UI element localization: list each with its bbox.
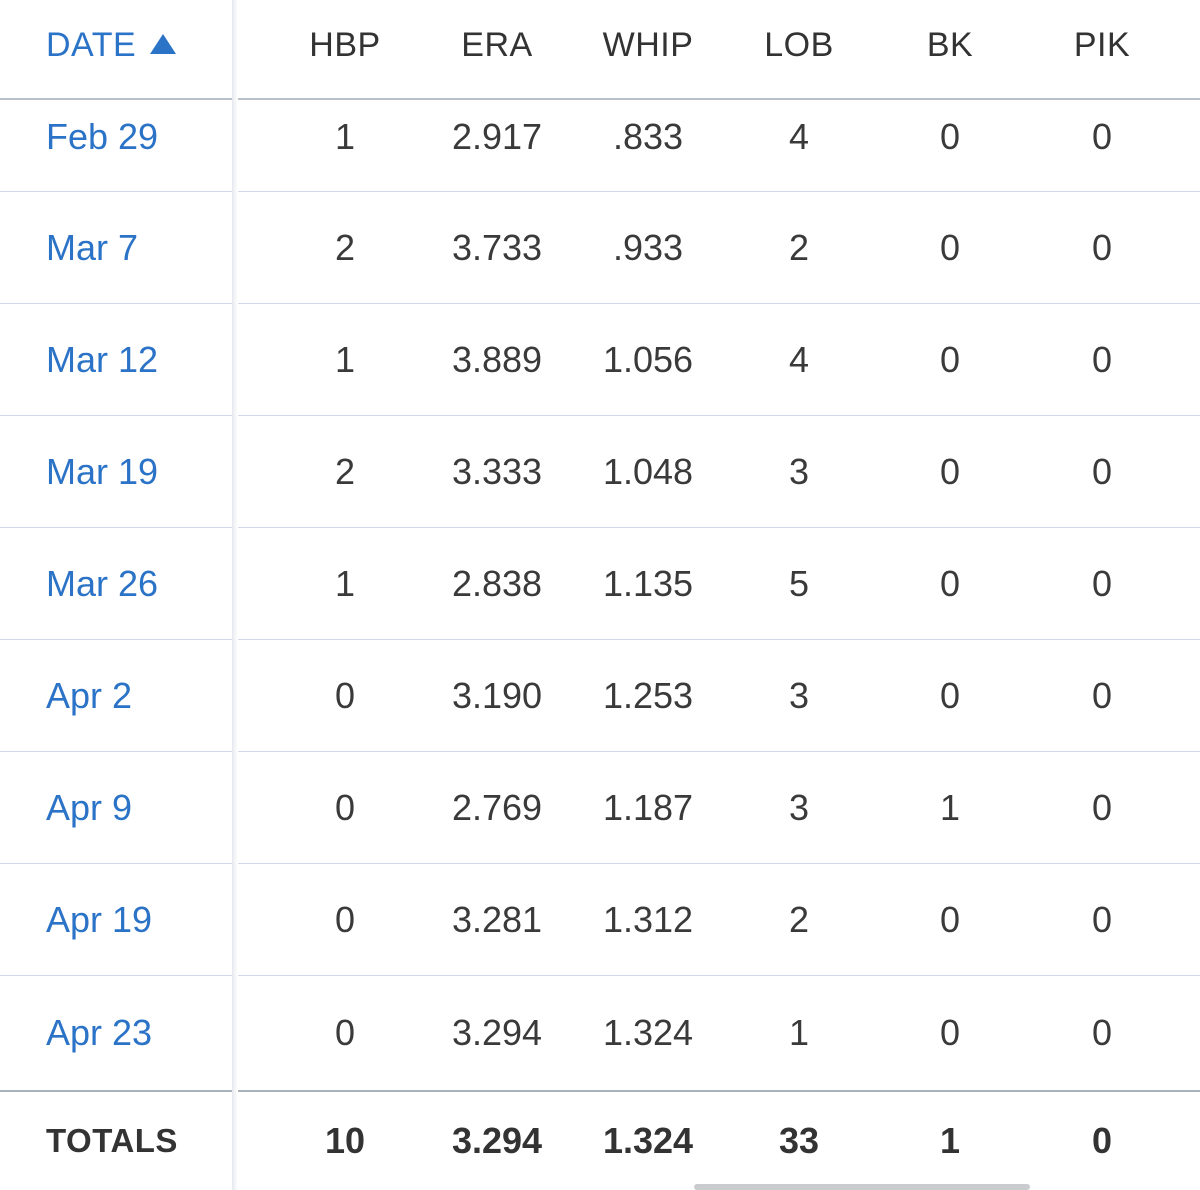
total-pik: 0: [1091, 1120, 1113, 1161]
whip-cell: 1.187: [602, 786, 694, 828]
column-header-date-label: DATE: [46, 26, 137, 64]
date-link[interactable]: Mar 19: [46, 450, 159, 492]
pik-cell: 0: [1091, 116, 1113, 157]
column-header-era[interactable]: ERA: [461, 26, 533, 64]
lob-cell: 1: [788, 1012, 810, 1053]
era-cell: 3.733: [451, 226, 543, 268]
whip-cell: 1.056: [602, 338, 694, 380]
table-row: Mar 19 2 3.333 1.048 3 0 0: [0, 416, 1200, 528]
whip-cell: .933: [612, 226, 684, 268]
bk-cell: 0: [939, 116, 961, 157]
hbp-cell: 1: [334, 116, 356, 157]
column-header-whip[interactable]: WHIP: [602, 26, 694, 64]
date-link[interactable]: Feb 29: [46, 116, 159, 157]
lob-cell: 5: [788, 562, 810, 604]
whip-cell: .833: [612, 116, 684, 157]
pik-cell: 0: [1091, 338, 1113, 380]
table-row: Apr 2 0 3.190 1.253 3 0 0: [0, 640, 1200, 752]
bk-cell: 0: [939, 338, 961, 380]
bk-cell: 0: [939, 450, 961, 492]
whip-cell: 1.253: [602, 674, 694, 716]
lob-cell: 2: [788, 226, 810, 268]
era-cell: 2.769: [451, 786, 543, 828]
table-header: DATE HBP ERA WHIP LOB BK PIK: [0, 0, 1200, 100]
hbp-cell: 0: [334, 898, 356, 940]
lob-cell: 4: [788, 338, 810, 380]
pik-cell: 0: [1091, 786, 1113, 828]
hbp-cell: 2: [334, 226, 356, 268]
total-hbp: 10: [324, 1120, 366, 1161]
pik-cell: 0: [1091, 898, 1113, 940]
sort-ascending-icon: [150, 34, 177, 54]
lob-cell: 2: [788, 898, 810, 940]
total-lob: 33: [778, 1120, 820, 1161]
lob-cell: 4: [788, 116, 810, 157]
hbp-cell: 1: [334, 562, 356, 604]
whip-cell: 1.135: [602, 562, 694, 604]
column-header-lob[interactable]: LOB: [764, 26, 834, 64]
whip-cell: 1.048: [602, 450, 694, 492]
pik-cell: 0: [1091, 674, 1113, 716]
total-whip: 1.324: [602, 1120, 694, 1161]
totals-row: TOTALS 10 3.294 1.324 33 1 0: [0, 1090, 1200, 1190]
total-bk: 1: [939, 1120, 961, 1161]
horizontal-scrollbar[interactable]: [694, 1184, 1030, 1190]
hbp-cell: 0: [334, 674, 356, 716]
date-link[interactable]: Mar 12: [46, 338, 159, 380]
whip-cell: 1.324: [602, 1012, 694, 1053]
hbp-cell: 2: [334, 450, 356, 492]
whip-cell: 1.312: [602, 898, 694, 940]
date-link[interactable]: Apr 9: [46, 786, 133, 828]
table-row: Feb 29 1 2.917 .833 4 0 0: [0, 100, 1200, 192]
hbp-cell: 0: [334, 1012, 356, 1053]
date-link[interactable]: Apr 23: [46, 1012, 153, 1053]
pik-cell: 0: [1091, 226, 1113, 268]
bk-cell: 0: [939, 562, 961, 604]
table-row: Mar 7 2 3.733 .933 2 0 0: [0, 192, 1200, 304]
column-header-hbp[interactable]: HBP: [309, 26, 381, 64]
bk-cell: 0: [939, 898, 961, 940]
era-cell: 2.838: [451, 562, 543, 604]
era-cell: 3.190: [451, 674, 543, 716]
lob-cell: 3: [788, 450, 810, 492]
date-link[interactable]: Apr 2: [46, 674, 133, 716]
era-cell: 3.333: [451, 450, 543, 492]
pik-cell: 0: [1091, 1012, 1113, 1053]
lob-cell: 3: [788, 674, 810, 716]
table-row: Mar 12 1 3.889 1.056 4 0 0: [0, 304, 1200, 416]
table-row: Apr 19 0 3.281 1.312 2 0 0: [0, 864, 1200, 976]
totals-label: TOTALS: [46, 1122, 178, 1159]
era-cell: 3.281: [451, 898, 543, 940]
date-link[interactable]: Apr 19: [46, 898, 153, 940]
date-link[interactable]: Mar 26: [46, 562, 159, 604]
table-row: Mar 26 1 2.838 1.135 5 0 0: [0, 528, 1200, 640]
hbp-cell: 1: [334, 338, 356, 380]
pik-cell: 0: [1091, 562, 1113, 604]
pik-cell: 0: [1091, 450, 1113, 492]
table-row: Apr 9 0 2.769 1.187 3 1 0: [0, 752, 1200, 864]
era-cell: 2.917: [451, 116, 543, 157]
frozen-column-divider: [232, 0, 238, 1190]
total-era: 3.294: [451, 1120, 543, 1161]
hbp-cell: 0: [334, 786, 356, 828]
era-cell: 3.889: [451, 338, 543, 380]
column-header-date[interactable]: DATE: [46, 0, 177, 98]
date-link[interactable]: Mar 7: [46, 226, 139, 268]
column-header-bk[interactable]: BK: [926, 26, 974, 64]
lob-cell: 3: [788, 786, 810, 828]
bk-cell: 1: [939, 786, 961, 828]
column-header-pik[interactable]: PIK: [1073, 26, 1131, 64]
table-row: Apr 23 0 3.294 1.324 1 0 0: [0, 976, 1200, 1090]
era-cell: 3.294: [451, 1012, 543, 1053]
bk-cell: 0: [939, 226, 961, 268]
bk-cell: 0: [939, 674, 961, 716]
bk-cell: 0: [939, 1012, 961, 1053]
